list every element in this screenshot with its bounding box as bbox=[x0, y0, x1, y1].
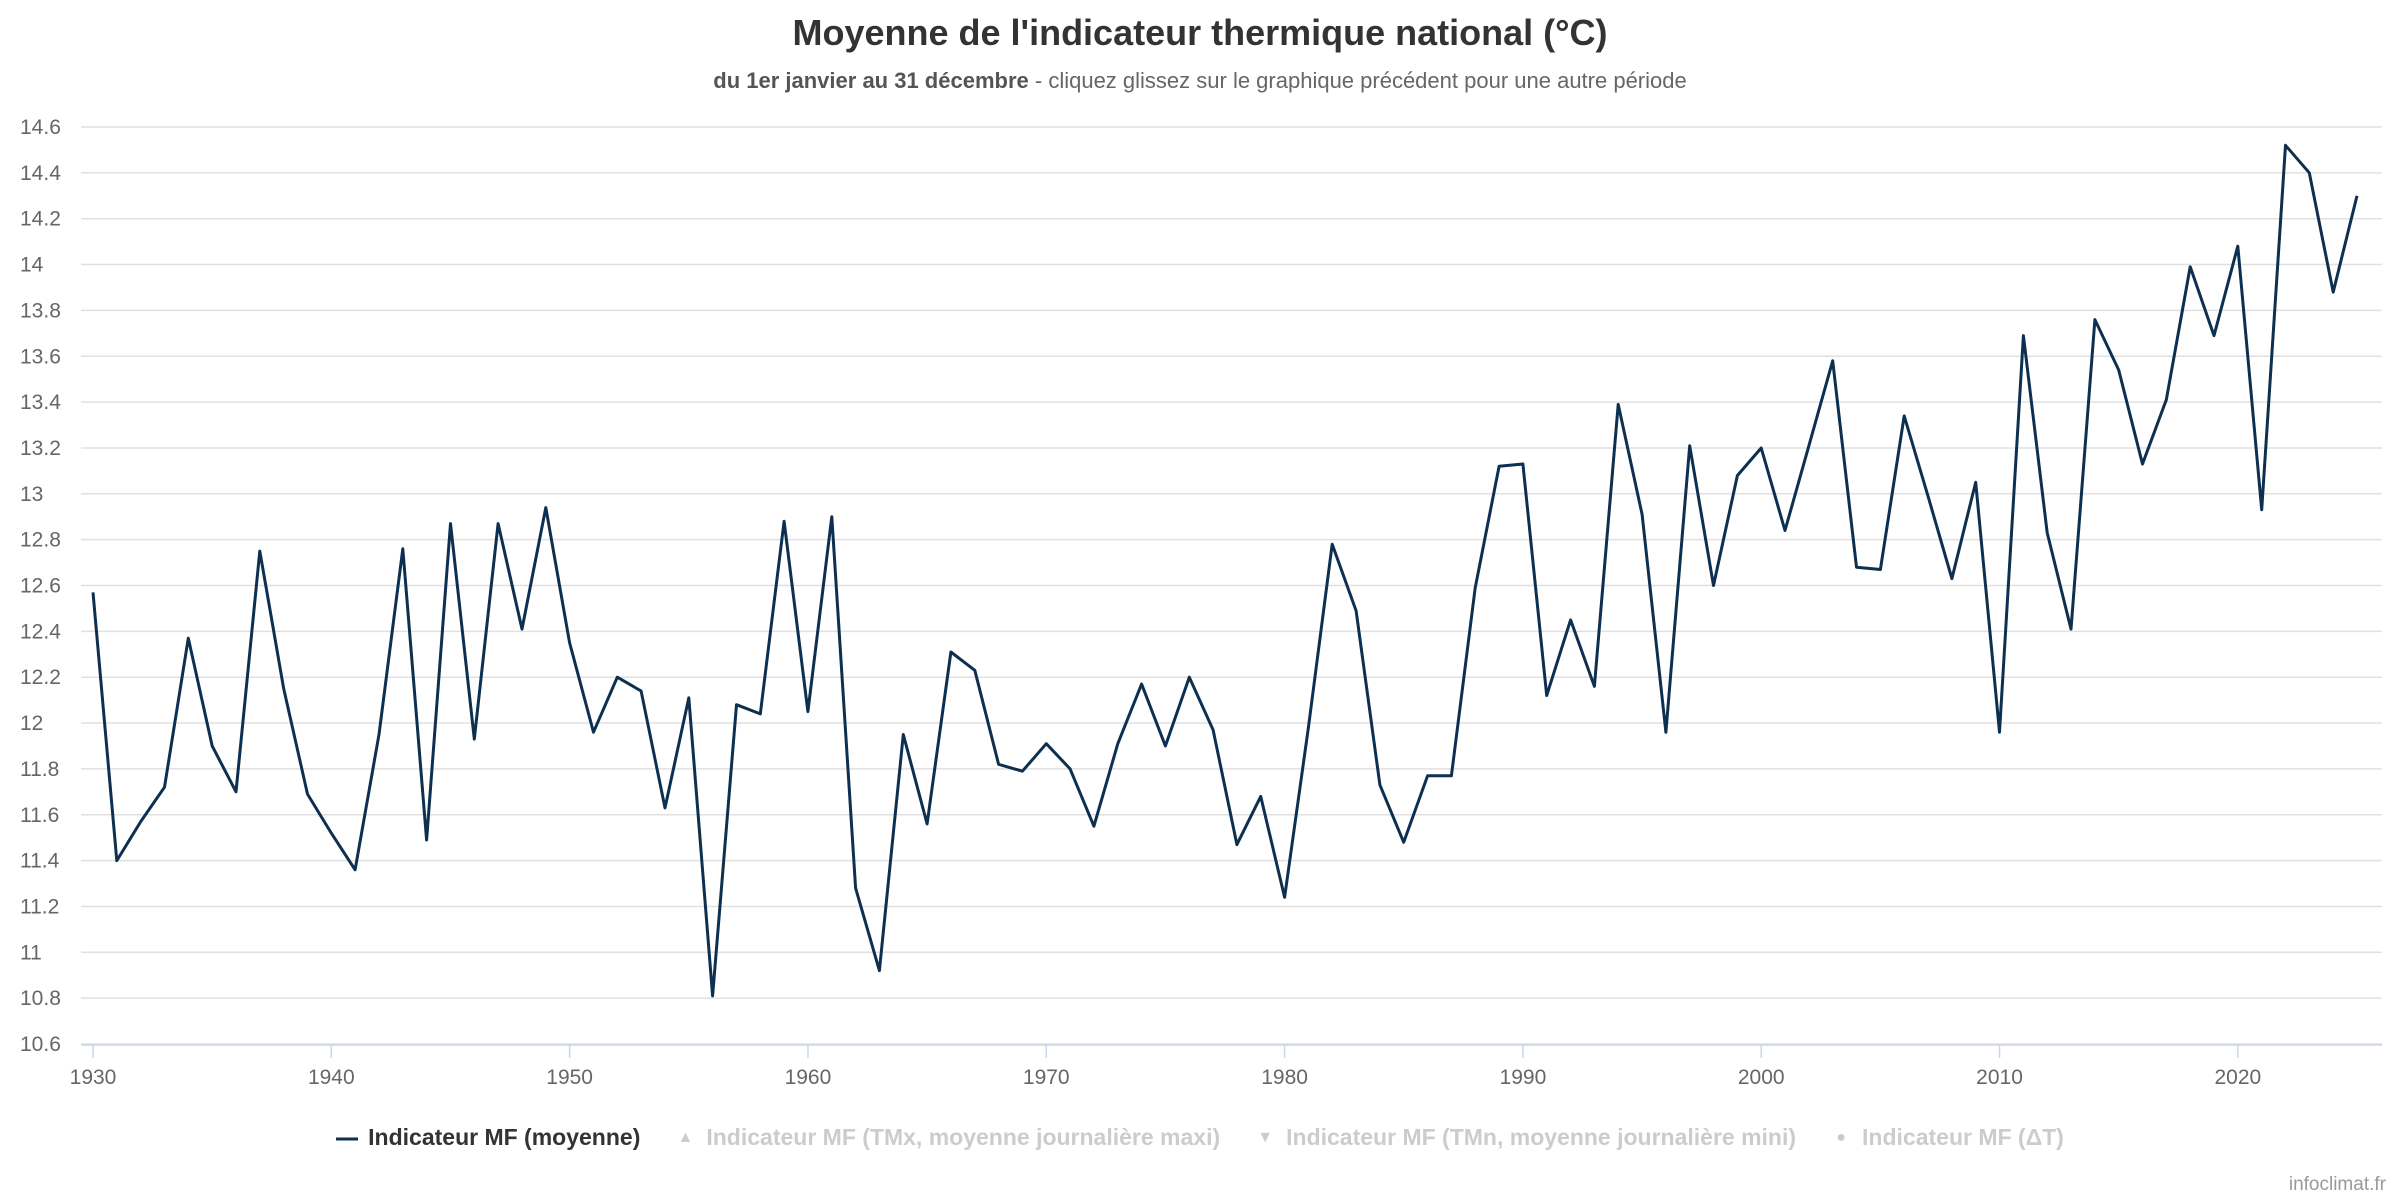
x-tick-label: 1960 bbox=[785, 1066, 832, 1089]
x-tick-label: 2020 bbox=[2214, 1066, 2261, 1089]
line-symbol-icon bbox=[336, 1129, 359, 1147]
y-tick-label: 13 bbox=[20, 483, 43, 506]
y-tick-label: 14.6 bbox=[20, 116, 61, 139]
y-tick-label: 12.8 bbox=[20, 529, 61, 552]
y-tick-label: 14 bbox=[20, 254, 44, 277]
x-tick-label: 1980 bbox=[1261, 1066, 1308, 1089]
legend-label: Indicateur MF (ΔT) bbox=[1862, 1124, 2064, 1150]
y-tick-label: 10.6 bbox=[20, 1033, 61, 1056]
x-tick-label: 1970 bbox=[1023, 1066, 1070, 1089]
y-tick-label: 13.6 bbox=[20, 345, 61, 368]
legend-item-tmn[interactable]: ▼ Indicateur MF (TMn, moyenne journalièr… bbox=[1254, 1124, 1796, 1151]
y-tick-label: 10.8 bbox=[20, 987, 61, 1010]
chart-title: Moyenne de l'indicateur thermique nation… bbox=[792, 12, 1608, 53]
y-tick-label: 14.4 bbox=[20, 162, 61, 185]
y-tick-label: 12 bbox=[20, 712, 43, 735]
x-tick-label: 1940 bbox=[308, 1066, 355, 1089]
legend-label: Indicateur MF (TMn, moyenne journalière … bbox=[1286, 1124, 1797, 1150]
y-tick-label: 12.6 bbox=[20, 575, 61, 598]
x-tick-label: 1950 bbox=[546, 1066, 593, 1089]
legend-item-delta[interactable]: ● Indicateur MF (ΔT) bbox=[1830, 1124, 2064, 1151]
y-tick-label: 11.2 bbox=[20, 895, 59, 918]
y-tick-label: 13.8 bbox=[20, 299, 61, 322]
y-tick-label: 11 bbox=[20, 941, 42, 964]
series-line-moyenne bbox=[91, 143, 2359, 998]
circle-icon: ● bbox=[1836, 1128, 1846, 1146]
y-tick-label: 12.2 bbox=[20, 666, 61, 689]
y-tick-label: 11.8 bbox=[20, 758, 59, 781]
y-tick-label: 11.6 bbox=[20, 804, 59, 827]
x-tick-label: 1930 bbox=[70, 1066, 117, 1089]
x-tick-label: 1990 bbox=[1500, 1066, 1547, 1089]
subtitle-hint: - cliquez glissez sur le graphique précé… bbox=[1028, 68, 1687, 93]
legend-label: Indicateur MF (moyenne) bbox=[368, 1124, 641, 1150]
credits-link[interactable]: infoclimat.fr bbox=[2288, 1174, 2386, 1195]
triangle-down-icon: ▼ bbox=[1257, 1128, 1274, 1146]
y-tick-label: 11.4 bbox=[20, 850, 60, 873]
y-tick-label: 12.4 bbox=[20, 620, 61, 643]
triangle-up-icon: ▲ bbox=[677, 1128, 694, 1146]
y-tick-label: 13.2 bbox=[20, 437, 61, 460]
legend-item-moyenne[interactable]: Indicateur MF (moyenne) bbox=[336, 1124, 640, 1151]
x-tick-label: 2000 bbox=[1738, 1066, 1785, 1089]
legend-label: Indicateur MF (TMx, moyenne journalière … bbox=[706, 1124, 1221, 1150]
legend: Indicateur MF (moyenne) ▲ Indicateur MF … bbox=[0, 1124, 2400, 1151]
y-tick-label: 13.4 bbox=[20, 391, 61, 414]
subtitle-period: du 1er janvier au 31 décembre bbox=[713, 68, 1029, 93]
chart-subtitle: du 1er janvier au 31 décembre - cliquez … bbox=[0, 68, 2400, 94]
x-tick-label: 2010 bbox=[1976, 1066, 2023, 1089]
legend-item-tmx[interactable]: ▲ Indicateur MF (TMx, moyenne journalièr… bbox=[674, 1124, 1220, 1151]
y-tick-label: 14.2 bbox=[20, 208, 61, 231]
